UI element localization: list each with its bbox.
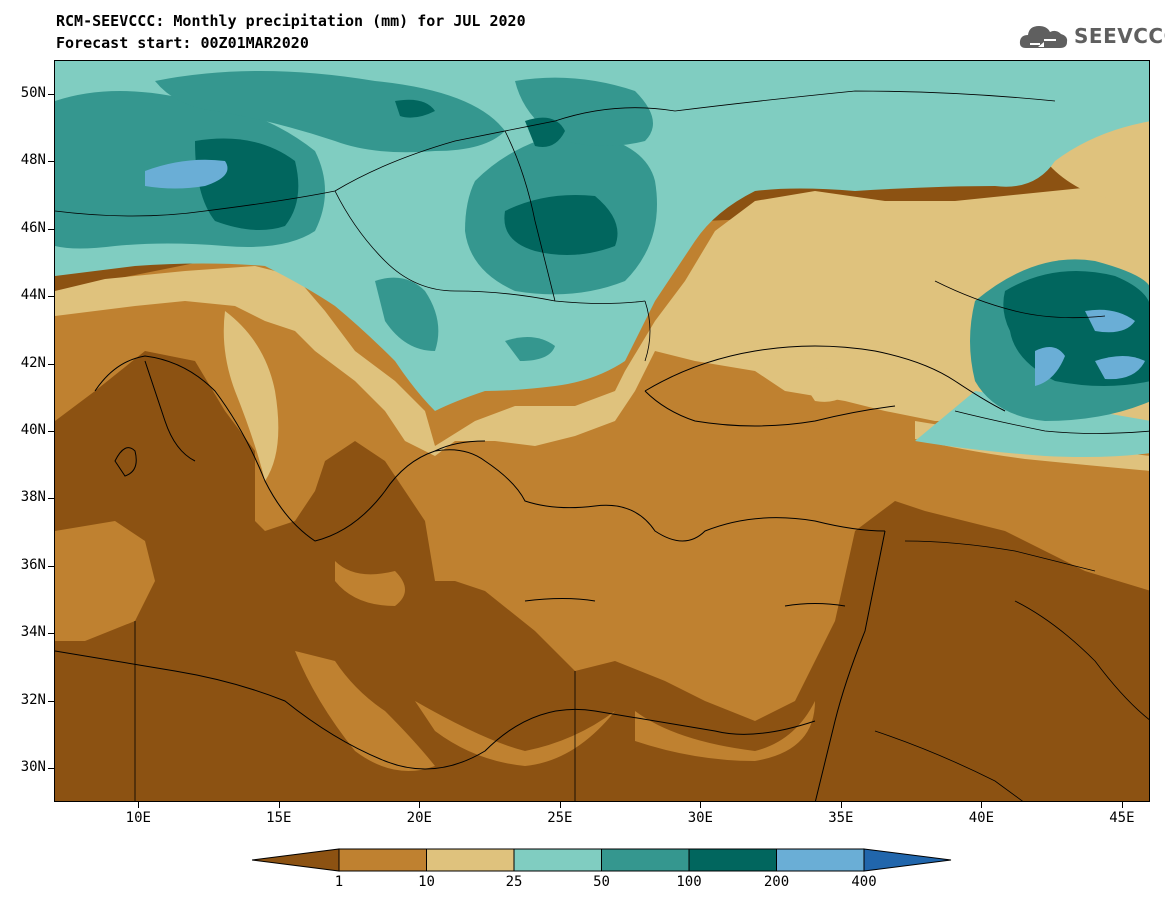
lat-tick-label: 40N	[20, 422, 46, 438]
lon-tick-label: 15E	[266, 810, 292, 826]
lon-tick-label: 35E	[828, 810, 854, 826]
lat-tick-mark	[48, 768, 54, 770]
lat-tick-mark	[48, 161, 54, 163]
colorbar-threshold-label: 200	[763, 874, 790, 890]
colorbar-threshold-label: 25	[505, 874, 523, 890]
lat-tick-mark	[48, 633, 54, 635]
lat-tick-mark	[48, 431, 54, 432]
colorbar-threshold-label: 1	[334, 874, 344, 890]
lat-tick-label: 38N	[20, 489, 46, 506]
cloud-icon	[1019, 26, 1068, 48]
lat-tick-mark	[48, 93, 54, 95]
lon-tick-mark	[419, 802, 421, 808]
lat-tick-label: 30N	[20, 759, 46, 776]
lat-tick-label: 44N	[20, 287, 46, 304]
precip-200-400	[145, 159, 1145, 386]
lon-tick-mark	[840, 802, 842, 808]
lon-tick-mark	[700, 802, 702, 808]
coastlines	[55, 345, 1006, 801]
colorbar-segment	[688, 848, 777, 872]
map-canvas	[55, 61, 1149, 801]
colorbar-segment	[601, 848, 690, 872]
lon-tick-label: 30E	[687, 810, 713, 826]
lat-tick-mark	[48, 363, 54, 365]
lat-tick-label: 32N	[20, 691, 46, 708]
colorbar-threshold-label: 400	[851, 874, 877, 890]
colorbar-threshold-label: 100	[676, 874, 702, 890]
lat-tick-mark	[48, 565, 54, 567]
lon-tick-label: 25E	[547, 810, 573, 826]
colorbar-segment	[776, 848, 865, 872]
lat-tick-mark	[48, 498, 54, 500]
chart-title: RCM-SEEVCCC: Monthly precipitation (mm) …	[56, 12, 526, 30]
colorbar-segment	[338, 848, 427, 872]
colorbar-segment	[426, 848, 515, 872]
lon-tick-mark	[278, 802, 280, 808]
country-borders	[55, 90, 1149, 801]
lon-tick-label: 10E	[125, 810, 151, 826]
colorbar-segment-gt400	[863, 848, 952, 872]
lon-tick-label: 45E	[1109, 810, 1135, 826]
colorbar-segment-lt1	[252, 848, 340, 872]
logo-text: SEEVCCC	[1074, 24, 1165, 48]
lat-tick-label: 36N	[20, 556, 46, 573]
precipitation-map	[54, 60, 1150, 802]
lon-tick-label: 40E	[968, 810, 995, 826]
colorbar-threshold-label: 10	[418, 874, 435, 890]
seevccc-logo: SEEVCCC	[1018, 20, 1165, 56]
lon-tick-mark	[981, 802, 983, 808]
lat-tick-mark	[48, 700, 54, 702]
lon-tick-mark	[559, 802, 561, 808]
lat-tick-mark	[48, 296, 54, 298]
lat-tick-mark	[48, 228, 54, 230]
forecast-start-subtitle: Forecast start: 00Z01MAR2020	[56, 34, 309, 52]
lat-tick-label: 50N	[20, 84, 46, 101]
lat-tick-label: 42N	[20, 354, 46, 371]
lon-tick-mark	[138, 802, 140, 808]
colorbar-threshold-label: 50	[593, 874, 610, 890]
lon-tick-mark	[1121, 802, 1123, 808]
precipitation-colorbar	[252, 848, 952, 872]
lat-tick-label: 48N	[20, 152, 46, 169]
lon-tick-label: 20E	[406, 810, 432, 826]
lat-tick-label: 34N	[20, 624, 46, 641]
colorbar-segment	[513, 848, 602, 872]
lat-tick-label: 46N	[20, 219, 46, 236]
